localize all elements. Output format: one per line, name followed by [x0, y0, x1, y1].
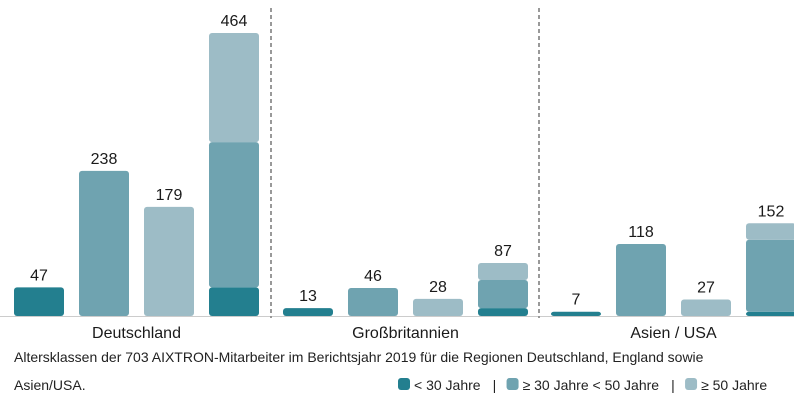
total-label: 87 — [494, 243, 512, 260]
stack-segment — [478, 308, 528, 316]
value-label: 118 — [628, 224, 654, 241]
bar — [348, 287, 398, 316]
stack-segment — [746, 311, 794, 316]
value-label: 46 — [364, 268, 382, 285]
legend-label: ≥ 30 Jahre < 50 Jahre — [523, 377, 660, 393]
caption: Altersklassen der 703 AIXTRON-Mitarbeite… — [14, 349, 704, 365]
bar — [413, 298, 463, 316]
bar — [551, 311, 601, 316]
total-label: 152 — [758, 203, 785, 220]
legend-separator: | — [671, 377, 675, 393]
stack-segment — [746, 223, 794, 240]
value-label: 13 — [299, 288, 317, 305]
bar — [14, 287, 64, 316]
legend-swatch — [398, 378, 410, 390]
category-label: Deutschland — [92, 325, 181, 342]
stack-segment — [746, 239, 794, 312]
value-label: 238 — [91, 151, 118, 168]
category-label: Großbritannien — [352, 325, 459, 342]
bar — [144, 206, 194, 316]
legend-label: < 30 Jahre — [414, 377, 481, 393]
legend-swatch — [506, 378, 519, 390]
value-label: 47 — [30, 267, 48, 284]
legend-separator: | — [493, 377, 497, 393]
total-label: 464 — [221, 13, 248, 30]
bar — [681, 299, 731, 316]
stack-segment — [209, 287, 259, 316]
stack-segment — [209, 33, 259, 143]
value-label: 28 — [429, 279, 447, 296]
category-label: Asien / USA — [630, 325, 717, 342]
bar — [616, 244, 666, 316]
stack-segment — [209, 142, 259, 288]
stack-segment — [478, 262, 528, 281]
bar — [283, 308, 333, 316]
caption: Asien/USA. — [14, 377, 86, 393]
legend-label: ≥ 50 Jahre — [701, 377, 767, 393]
bar — [79, 170, 129, 316]
value-label: 7 — [572, 292, 581, 309]
value-label: 27 — [697, 280, 715, 297]
value-label: 179 — [156, 187, 183, 204]
legend-swatch — [685, 378, 698, 390]
stack-segment — [478, 280, 528, 309]
